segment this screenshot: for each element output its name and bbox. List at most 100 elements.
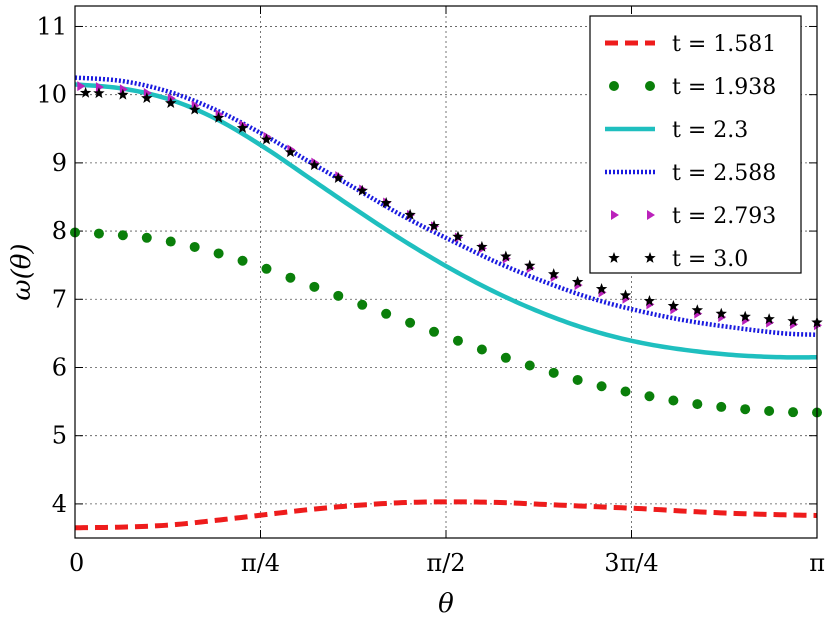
data-point [284,146,297,158]
series-t-2-588 [74,75,818,337]
series-t-1-581 [74,499,818,531]
legend-label: t = 1.938 [672,75,776,100]
y-tick-label: 8 [52,217,67,245]
x-tick-label: 3π/4 [604,549,658,577]
legend-item: t = 2.3 [605,118,748,143]
data-point [332,172,344,183]
legend-label: t = 2.3 [672,118,748,143]
legend-item: t = 3.0 [608,247,748,272]
legend-marker [609,81,619,91]
series-t-2-3 [74,82,817,360]
data-point [571,275,584,287]
data-point [787,315,799,326]
series-t-3-0 [79,86,823,328]
x-tick-labels: 0 π/4 π/2 3π/4 π [69,549,825,577]
y-tick-label: 9 [52,149,67,177]
data-point [524,259,536,271]
y-axis-label: ω(θ) [7,243,37,300]
data-point [333,290,344,301]
legend-label: t = 2.793 [672,204,776,229]
data-point [79,86,92,98]
data-point [691,304,704,316]
y-tick-labels: 4 5 6 7 8 9 10 11 [36,12,67,517]
y-tick-label: 11 [36,12,67,40]
data-point [668,395,679,406]
plot-series [70,75,823,531]
legend-label: t = 1.581 [672,32,776,57]
data-point [476,240,488,252]
plot-frame [74,5,818,539]
y-tick-label: 5 [52,422,67,450]
data-point [548,268,560,280]
y-tick-label: 7 [52,285,67,313]
x-axis-label: θ [438,589,454,619]
data-point [213,248,224,259]
data-point [524,360,535,371]
data-point [764,405,775,416]
data-point [165,97,177,109]
y-tick-label: 4 [52,490,67,518]
data-point [667,299,680,311]
data-point [620,386,631,397]
data-point [165,236,176,247]
data-point [236,122,249,133]
data-point [739,310,751,322]
data-point [237,255,248,266]
data-point [740,404,751,415]
data-point [381,308,392,319]
data-point [452,230,464,242]
data-point [788,407,799,418]
data-point [117,88,129,100]
legend-marker [611,210,619,220]
legend: t = 1.581 t = 1.938 t = 2.3 t = 2.588 t = 2.… [589,15,802,274]
data-point [141,92,153,104]
x-tick-label: 0 [69,549,84,577]
data-point [117,230,128,241]
data-point [715,307,727,319]
data-point [95,82,104,93]
data-point [428,220,440,231]
y-tick-label: 6 [52,353,67,381]
data-point [77,81,86,92]
legend-label: t = 3.0 [672,247,748,272]
data-point [500,250,512,262]
legend-item: t = 2.588 [605,161,776,186]
data-point [500,352,511,363]
x-tick-label: π [809,549,825,577]
data-point [141,232,152,243]
data-point [285,272,296,283]
data-point [763,313,775,324]
legend-label: t = 2.588 [672,161,776,186]
x-tick-label: π/4 [241,549,280,577]
data-point [619,289,632,301]
data-point [429,326,440,337]
data-point [212,111,225,123]
data-point [380,197,392,208]
series-line [74,82,817,360]
data-point [548,367,559,378]
series-line [74,499,818,531]
legend-marker [645,81,655,91]
data-point [643,295,656,306]
data-point [93,87,105,99]
data-point [644,391,655,402]
data-point [452,335,463,346]
legend-item: t = 1.938 [609,75,776,100]
data-point [93,228,104,239]
data-point [188,103,201,115]
data-point [595,282,608,294]
y-tick-label: 10 [36,81,67,109]
data-point [189,241,200,252]
data-point [260,133,273,145]
data-point [309,281,320,292]
data-point [308,159,321,171]
data-point [572,374,583,385]
legend-box [589,15,802,274]
x-tick-label: π/2 [426,549,465,577]
series-line [74,75,818,337]
legend-marker [644,252,656,263]
legend-item: t = 2.793 [611,204,776,229]
legend-marker [608,252,620,263]
data-point [716,401,727,412]
